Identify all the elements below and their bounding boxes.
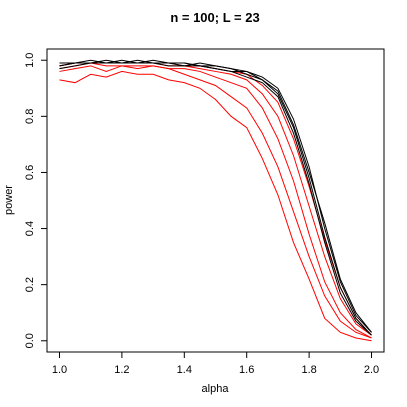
x-tick-label: 2.0 [364,364,379,376]
y-tick-label: 0.2 [24,277,36,292]
series-line [59,59,372,336]
y-tick-label: 0.4 [24,221,36,236]
chart-title: n = 100; L = 23 [170,10,259,25]
x-tick-label: 1.4 [177,364,192,376]
series-line [59,62,372,339]
plot-box [46,48,385,353]
x-tick-label: 1.6 [239,364,254,376]
x-axis-label: alpha [202,383,230,395]
x-tick-label: 1.2 [114,364,129,376]
series-line [59,70,372,342]
y-tick-label: 0.6 [24,165,36,180]
series-line [59,62,372,336]
y-tick-label: 0.0 [24,333,36,348]
y-axis-label: power [3,185,15,215]
series-line [59,65,372,339]
x-tick-label: 1.8 [301,364,316,376]
x-tick-label: 1.0 [52,364,67,376]
y-tick-label: 1.0 [24,53,36,68]
y-tick-label: 0.8 [24,109,36,124]
